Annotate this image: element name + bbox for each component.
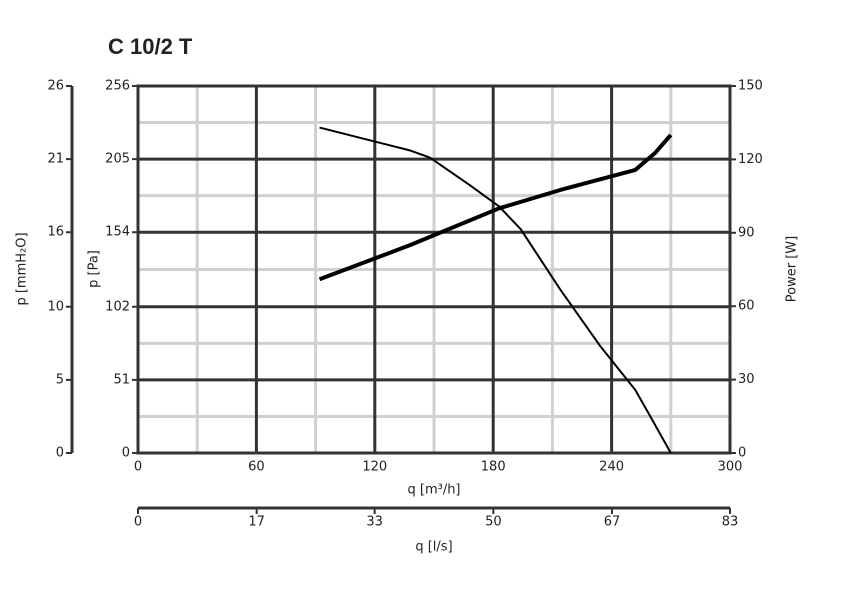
x2-axis-label: q [l/s] [415, 540, 452, 555]
x-tick-label: 300 [718, 460, 743, 475]
y-tick-label: 102 [105, 299, 130, 314]
x-tick-label: 180 [481, 460, 506, 475]
x-tick-label: 0 [134, 460, 142, 475]
y-tick-label: 0 [122, 446, 130, 461]
x-tick-label: 60 [248, 460, 265, 475]
x2-tick-label: 50 [485, 515, 502, 530]
y3-tick-label: 16 [47, 225, 64, 240]
x-tick-label: 120 [362, 460, 387, 475]
y-axis-label: p [Pa] [87, 250, 102, 288]
y-tick-label: 51 [113, 372, 130, 387]
y3-tick-label: 0 [56, 446, 64, 461]
plot-frame [136, 84, 732, 455]
x2-tick-label: 17 [248, 515, 265, 530]
y2-tick-label: 30 [738, 372, 755, 387]
y2-tick-label: 120 [738, 152, 763, 167]
curve [318, 133, 673, 282]
curve [319, 126, 672, 454]
y-tick-label: 154 [105, 225, 130, 240]
y2-tick-label: 90 [738, 225, 755, 240]
y2-tick-label: 60 [738, 299, 755, 314]
y2-tick-label: 0 [738, 446, 746, 461]
x-axis-label: q [m³/h] [407, 483, 460, 498]
y-tick-label: 256 [105, 79, 130, 94]
y-tick-label: 205 [105, 152, 130, 167]
x2-tick-label: 33 [366, 515, 383, 530]
y3-tick-label: 10 [47, 299, 64, 314]
y3-tick-label: 26 [47, 79, 64, 94]
y2-tick-label: 150 [738, 79, 763, 94]
x2-tick-label: 0 [134, 515, 142, 530]
x-tick-label: 240 [599, 460, 624, 475]
y3-tick-label: 5 [56, 372, 64, 387]
x2-tick-label: 67 [604, 515, 621, 530]
y3-tick-label: 21 [47, 152, 64, 167]
y2-axis-label: Power [W] [785, 236, 800, 302]
y3-axis-label: p [mmH₂O] [15, 232, 30, 305]
chart-title: C 10/2 T [108, 34, 193, 59]
x2-tick-label: 83 [722, 515, 739, 530]
